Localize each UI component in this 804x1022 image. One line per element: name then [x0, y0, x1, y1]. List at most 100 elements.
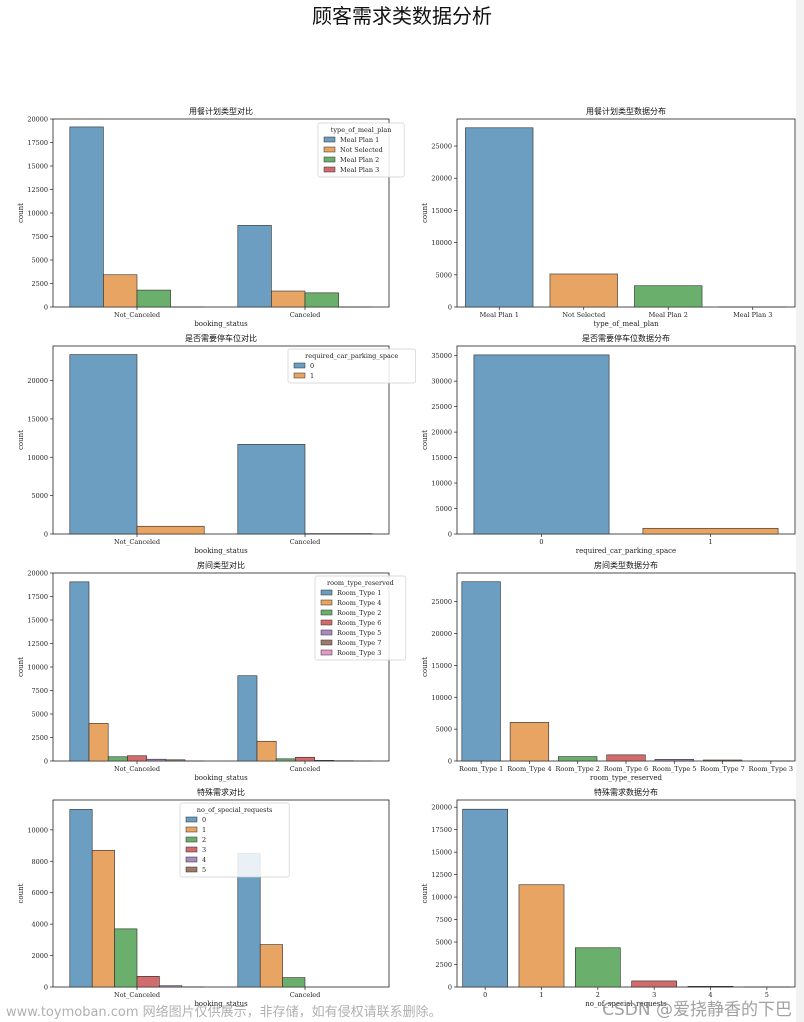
- bar: [275, 758, 296, 762]
- legend-swatch: [323, 166, 336, 173]
- legend-box: [287, 348, 416, 384]
- x-tick-label: Meal Plan 3: [733, 311, 772, 319]
- bar: [549, 273, 618, 308]
- y-tick-label: 7500: [31, 233, 48, 241]
- legend-swatch: [320, 639, 333, 646]
- x-tick-label: Canceled: [290, 765, 321, 773]
- legend-swatch: [320, 629, 333, 636]
- x-tick-label: Not_Canceled: [114, 311, 160, 319]
- bar: [159, 985, 183, 988]
- y-tick-label: 5000: [435, 271, 452, 279]
- x-tick-label: Room_Type 1: [459, 765, 503, 773]
- axes-frame: [52, 345, 390, 535]
- y-tick-label: 15000: [431, 662, 452, 670]
- x-axis-label: no_of_special_requests: [585, 1000, 667, 1008]
- y-tick-label: 2000: [31, 952, 48, 960]
- bar: [462, 808, 508, 988]
- bar: [69, 126, 104, 308]
- x-tick-label: Room_Type 7: [700, 765, 744, 773]
- legend-swatch: [320, 599, 333, 606]
- y-tick-label: 0: [448, 531, 452, 539]
- legend-box: [179, 802, 290, 878]
- legend-label: 1: [310, 372, 314, 380]
- chart-title: 特殊需求对比: [197, 787, 245, 797]
- axes-frame: [456, 799, 796, 988]
- x-axis-label: booking_status: [194, 1000, 248, 1008]
- y-tick-label: 5000: [31, 257, 48, 265]
- legend-label: 3: [202, 846, 206, 854]
- chart-title: 是否需要停车位对比: [185, 333, 257, 343]
- legend-label: 5: [202, 866, 206, 874]
- x-tick-label: 1: [708, 538, 712, 546]
- x-tick-label: 4: [708, 991, 712, 999]
- legend-label: Room_Type 6: [337, 619, 381, 627]
- y-axis-label: count: [421, 430, 429, 450]
- x-tick-label: Room_Type 2: [556, 765, 600, 773]
- y-axis-label: count: [17, 657, 25, 677]
- y-axis-label: count: [421, 883, 429, 903]
- legend-label: Not Selected: [340, 146, 383, 154]
- bar: [136, 525, 205, 535]
- legend-swatch: [185, 866, 198, 873]
- bar: [654, 759, 694, 762]
- legend-label: 4: [202, 856, 206, 864]
- y-tick-label: 6000: [31, 889, 48, 897]
- legend-label: Meal Plan 3: [340, 166, 379, 174]
- y-tick-label: 20000: [431, 175, 452, 183]
- y-tick-label: 20000: [431, 630, 452, 638]
- y-tick-label: 15000: [27, 617, 48, 625]
- x-tick-label: Canceled: [290, 311, 321, 319]
- legend-box: [317, 122, 405, 178]
- bar: [88, 723, 109, 762]
- axes-frame: [456, 345, 796, 535]
- x-tick-label: Meal Plan 2: [649, 311, 688, 319]
- y-tick-label: 25000: [431, 598, 452, 606]
- y-tick-label: 0: [448, 304, 452, 312]
- bar: [259, 944, 283, 988]
- legend-label: Meal Plan 2: [340, 156, 379, 164]
- x-axis-label: booking_status: [194, 547, 248, 555]
- legend-title: room_type_reserved: [327, 579, 394, 587]
- y-tick-label: 20000: [27, 116, 48, 124]
- y-tick-label: 20000: [431, 804, 452, 812]
- y-tick-label: 20000: [27, 570, 48, 578]
- bar: [702, 759, 743, 762]
- y-tick-label: 25000: [431, 143, 452, 151]
- scrollbar-track[interactable]: [796, 0, 804, 1022]
- x-tick-label: Meal Plan 1: [480, 311, 519, 319]
- legend-label: 0: [310, 362, 314, 370]
- bar: [465, 127, 534, 308]
- y-tick-label: 5000: [31, 492, 48, 500]
- y-tick-label: 10000: [431, 480, 452, 488]
- bar: [69, 581, 90, 762]
- legend-label: Room_Type 2: [337, 609, 381, 617]
- legend-label: 0: [202, 816, 206, 824]
- legend-swatch: [185, 856, 198, 863]
- x-tick-label: 3: [652, 991, 656, 999]
- chart-title: 是否需要停车位数据分布: [582, 333, 670, 343]
- y-tick-label: 10000: [27, 664, 48, 672]
- legend-swatch: [323, 136, 336, 143]
- x-tick-label: Not Selected: [562, 311, 605, 319]
- y-tick-label: 10000: [431, 239, 452, 247]
- bar: [136, 289, 171, 308]
- bar: [69, 354, 138, 535]
- x-tick-label: 5: [765, 991, 769, 999]
- axes-frame: [52, 799, 390, 988]
- y-tick-label: 2500: [31, 280, 48, 288]
- x-axis-label: room_type_reserved: [590, 774, 662, 782]
- y-tick-label: 15000: [27, 415, 48, 423]
- bar: [136, 976, 160, 988]
- legend-swatch: [293, 362, 306, 369]
- y-tick-label: 15000: [431, 207, 452, 215]
- x-tick-label: Not_Canceled: [114, 991, 160, 999]
- y-tick-label: 7500: [31, 687, 48, 695]
- y-tick-label: 35000: [431, 352, 452, 360]
- legend-title: required_car_parking_space: [305, 352, 398, 360]
- x-tick-label: Not_Canceled: [114, 538, 160, 546]
- y-tick-label: 0: [44, 984, 48, 992]
- bar: [114, 928, 138, 988]
- legend-swatch: [320, 649, 333, 656]
- y-axis-label: count: [421, 203, 429, 223]
- y-tick-label: 2500: [435, 961, 452, 969]
